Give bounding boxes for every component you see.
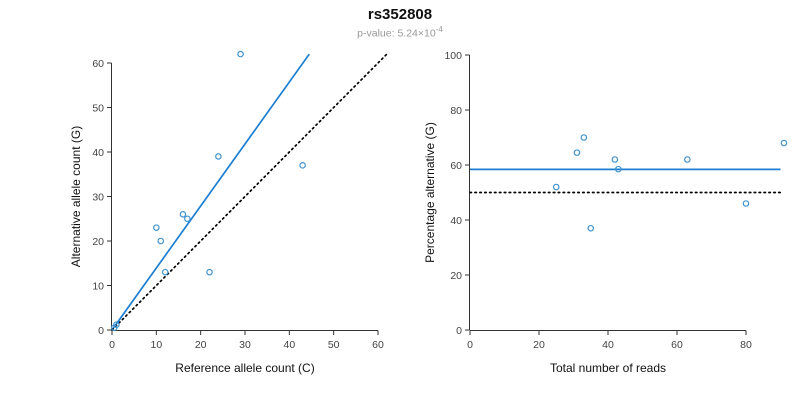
y-tick-label: 30 (92, 191, 104, 203)
data-point (580, 134, 588, 141)
x-tick-label: 60 (372, 339, 384, 351)
pvalue-exponent: -4 (435, 25, 443, 34)
y-tick-label: 60 (450, 160, 462, 172)
y-tick-label: 60 (92, 58, 104, 70)
data-point (299, 162, 306, 169)
percentage-alternative-scatter-chart: 0 20 40 60 80 0 20 40 60 80 100 Total number of rea… (423, 50, 788, 375)
x-tick-label: 0 (109, 339, 115, 351)
y-tick-label: 0 (98, 325, 104, 337)
x-tick-label: 20 (195, 339, 207, 351)
x-tick-label: 80 (740, 339, 752, 351)
axes: 0 10 20 30 40 50 60 0 10 20 30 40 50 60 (92, 58, 384, 351)
y-axis-label: Percentage alternative (G) (423, 122, 437, 263)
data-point (780, 139, 788, 147)
data-point (615, 165, 622, 173)
y-tick-label: 50 (92, 102, 104, 114)
y-tick-label: 0 (456, 325, 462, 337)
figure-title: rs352808 (367, 6, 433, 23)
x-tick-label: 30 (239, 339, 251, 351)
pvalue-base: p-value: 5.24×10 (357, 27, 436, 40)
fit-line (111, 53, 310, 331)
x-axis-label: Total number of reads (550, 361, 666, 375)
pvalue-subtitle: p-value: 5.24×10-4 (0, 25, 800, 40)
x-tick-label: 10 (150, 339, 162, 351)
x-axis-label: Reference allele count (C) (175, 361, 314, 375)
x-tick-label: 40 (602, 339, 614, 351)
x-tick-label: 20 (533, 339, 545, 351)
data-point (113, 321, 120, 328)
data-points (552, 134, 788, 232)
y-tick-label: 20 (450, 270, 462, 282)
data-point (184, 215, 191, 223)
x-tick-label: 50 (328, 339, 340, 351)
data-point (157, 237, 165, 245)
data-point (742, 200, 750, 207)
data-point (153, 224, 160, 231)
data-points (110, 50, 306, 332)
y-tick-label: 40 (450, 215, 462, 227)
y-tick-label: 40 (92, 147, 104, 159)
y-tick-label: 100 (444, 50, 462, 62)
data-point (161, 268, 169, 276)
x-tick-label: 60 (671, 339, 683, 351)
y-tick-label: 80 (450, 105, 462, 117)
data-point (573, 149, 581, 156)
data-point (179, 211, 187, 218)
data-point (206, 268, 213, 276)
x-tick-label: 40 (283, 339, 295, 351)
data-point (587, 224, 595, 232)
data-point (552, 183, 560, 191)
data-point (237, 50, 244, 58)
data-point (611, 156, 619, 163)
data-point (684, 156, 691, 163)
y-tick-label: 10 (92, 280, 104, 292)
y-axis-label: Alternative allele count (G) (69, 126, 83, 267)
x-tick-label: 0 (467, 339, 473, 351)
axes: 0 20 40 60 80 0 20 40 60 80 100 (444, 50, 752, 351)
identity-line (111, 53, 388, 331)
y-tick-label: 20 (92, 236, 104, 248)
allele-count-scatter-chart: 0 10 20 30 40 50 60 0 10 20 30 40 50 60 Reference alle… (69, 50, 388, 375)
data-point (215, 153, 222, 160)
